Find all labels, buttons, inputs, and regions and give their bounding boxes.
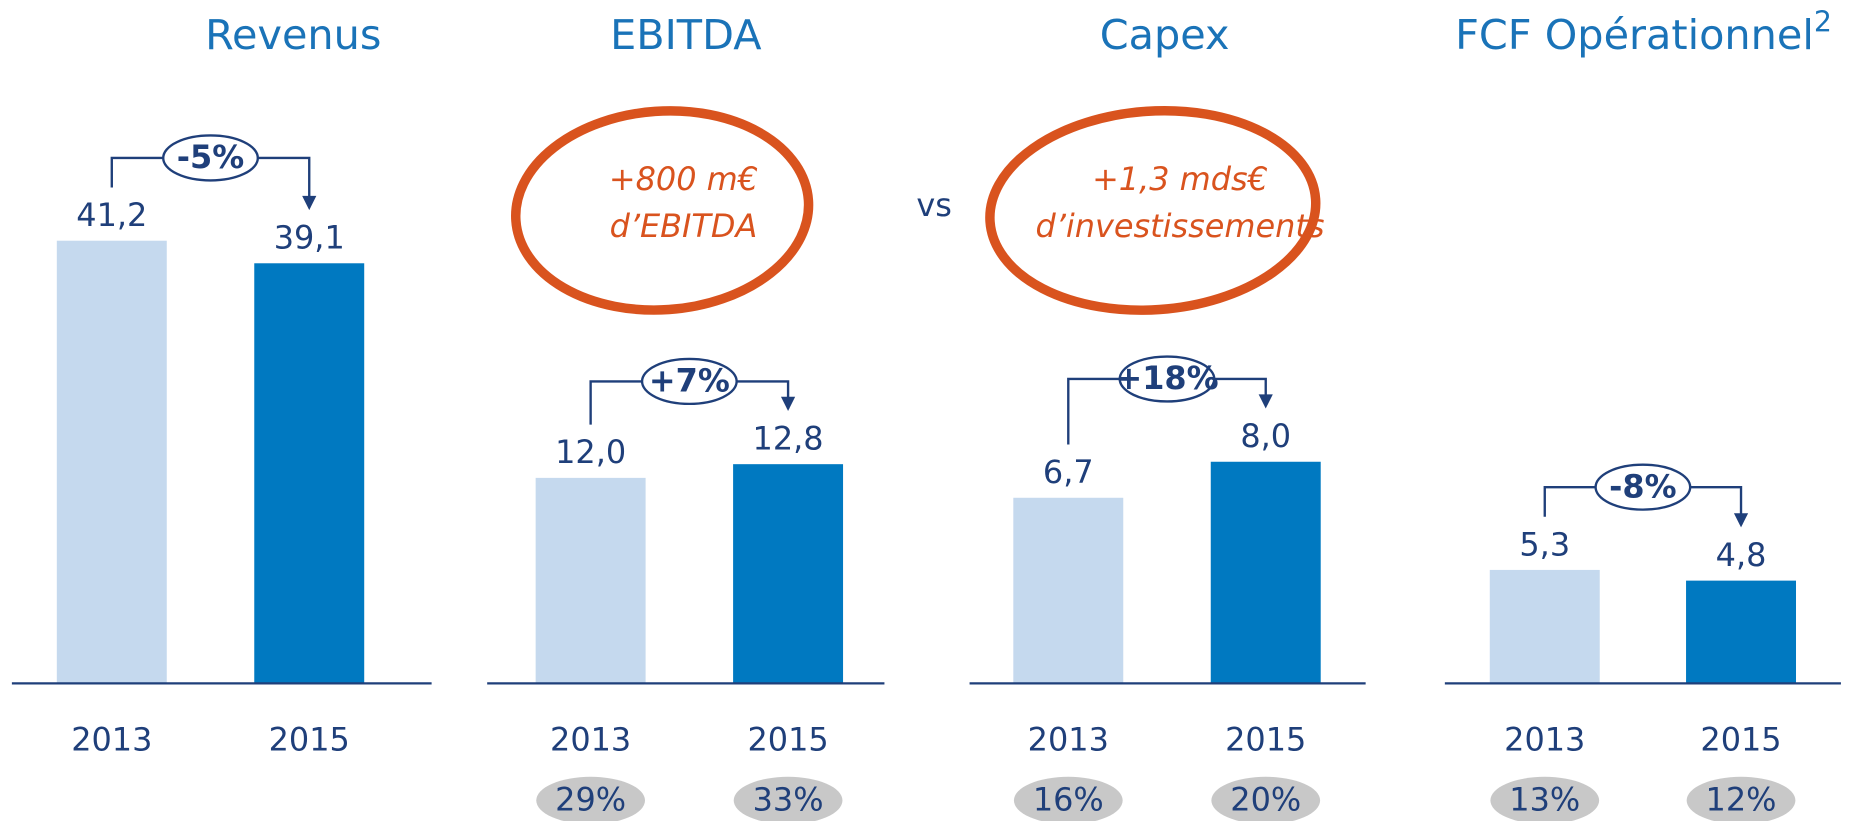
margin-label: 20% [1230, 781, 1301, 819]
arrow-head [1734, 513, 1748, 527]
arrow-head [781, 397, 795, 411]
arrow-head [302, 196, 316, 210]
annotation: vs [916, 186, 952, 224]
annotation: +800 m€ [609, 160, 758, 198]
chart-title: Capex [1100, 11, 1230, 59]
annotation: d’investissements [1036, 207, 1325, 245]
bar [254, 263, 364, 683]
margin-label: 33% [753, 781, 824, 819]
title-superscript: 2 [1814, 6, 1832, 39]
bar [1686, 581, 1796, 684]
dashboard: +800 m€ d’EBITDA vs +1,3 mds€ d’investis… [0, 0, 1854, 821]
bar [1013, 498, 1123, 684]
bar [1211, 462, 1321, 684]
arrow-head [1259, 394, 1273, 408]
x-tick-label: 2015 [269, 720, 350, 758]
bar [536, 478, 646, 684]
bar [57, 241, 167, 684]
margin-label: 16% [1033, 781, 1104, 819]
annotation: +1,3 mds€ [1092, 160, 1268, 198]
title-text: EBITDA [610, 11, 761, 59]
margin-label: 29% [555, 781, 626, 819]
title-text: Capex [1100, 11, 1230, 59]
chart-title: EBITDA [610, 11, 761, 59]
x-tick-label: 2015 [1225, 720, 1306, 758]
value-label: 8,0 [1240, 417, 1291, 455]
value-label: 6,7 [1043, 453, 1094, 491]
change-label: +18% [1115, 359, 1218, 397]
value-label: 5,3 [1519, 525, 1570, 563]
margin-label: 12% [1706, 781, 1777, 819]
value-label: 12,8 [753, 420, 824, 458]
chart-title: Revenus [205, 11, 381, 59]
title-text: FCF Opérationnel [1455, 11, 1814, 59]
change-label: +7% [649, 362, 730, 400]
x-tick-label: 2015 [1700, 720, 1781, 758]
bar [1490, 570, 1600, 683]
x-tick-label: 2015 [747, 720, 828, 758]
x-tick-label: 2013 [1028, 720, 1109, 758]
change-label: -8% [1609, 467, 1676, 505]
value-label: 41,2 [76, 196, 147, 234]
margin-label: 13% [1509, 781, 1580, 819]
x-tick-label: 2013 [550, 720, 631, 758]
value-label: 39,1 [274, 219, 345, 257]
value-label: 12,0 [555, 433, 626, 471]
bar [733, 464, 843, 683]
value-label: 4,8 [1716, 536, 1767, 574]
x-tick-label: 2013 [71, 720, 152, 758]
title-text: Revenus [205, 11, 381, 59]
x-tick-label: 2013 [1504, 720, 1585, 758]
annotation: d’EBITDA [610, 207, 758, 245]
chart-title: FCF Opérationnel2 [1455, 6, 1832, 59]
change-label: -5% [177, 138, 244, 176]
